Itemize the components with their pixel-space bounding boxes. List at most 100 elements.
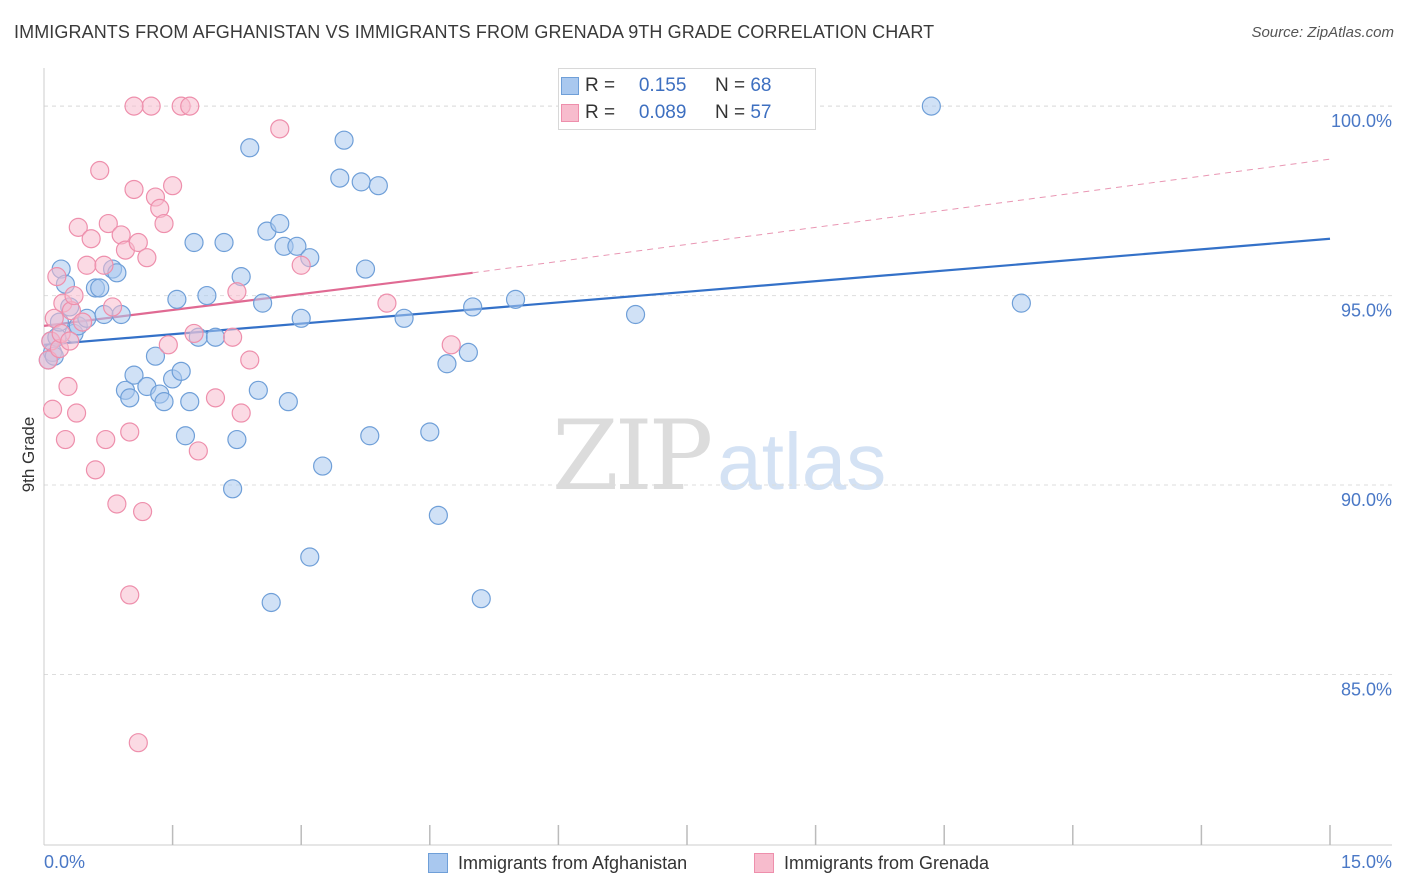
- legend-n-label: N =: [714, 75, 746, 96]
- data-point-afghanistan: [120, 388, 140, 408]
- y-tick-label: 90.0%: [1341, 490, 1392, 510]
- data-point-grenada: [42, 399, 63, 419]
- data-point-afghanistan: [330, 168, 350, 188]
- data-point-grenada: [120, 422, 140, 442]
- data-point-afghanistan: [428, 505, 448, 525]
- data-point-afghanistan: [505, 289, 526, 309]
- data-point-afghanistan: [1011, 293, 1031, 313]
- y-tick-label: 100.0%: [1331, 111, 1392, 131]
- data-point-grenada: [66, 403, 87, 423]
- data-point-grenada: [120, 585, 140, 605]
- legend-n-value: 68: [750, 75, 772, 96]
- data-point-afghanistan: [261, 592, 281, 613]
- data-point-grenada: [77, 255, 97, 275]
- data-point-afghanistan: [458, 342, 478, 363]
- data-point-afghanistan: [90, 278, 110, 298]
- data-point-afghanistan: [240, 138, 260, 158]
- data-point-afghanistan: [394, 308, 414, 328]
- data-point-afghanistan: [291, 308, 311, 328]
- data-point-afghanistan: [471, 589, 491, 609]
- legend-item-afghanistan[interactable]: Immigrants from Afghanistan: [428, 853, 687, 874]
- data-point-afghanistan: [278, 392, 298, 412]
- legend-swatch-afghanistan: [428, 853, 448, 873]
- data-point-grenada: [96, 429, 116, 450]
- legend-row-afghanistan: R = 0.155 N = 68: [561, 75, 772, 97]
- data-point-afghanistan: [248, 380, 268, 400]
- data-point-grenada: [107, 494, 127, 514]
- data-point-afghanistan: [223, 479, 243, 499]
- data-point-afghanistan: [175, 426, 196, 446]
- data-point-grenada: [98, 213, 118, 234]
- watermark-atlas: atlas: [717, 417, 887, 506]
- legend-label-grenada: Immigrants from Grenada: [784, 853, 990, 873]
- data-point-afghanistan: [360, 426, 380, 446]
- data-point-grenada: [64, 285, 84, 306]
- data-point-afghanistan: [205, 327, 226, 347]
- data-point-grenada: [291, 255, 311, 275]
- data-point-afghanistan: [355, 259, 376, 279]
- legend-n-label: N =: [714, 102, 746, 123]
- data-point-grenada: [68, 217, 88, 237]
- legend-n-value: 57: [750, 102, 772, 123]
- data-point-afghanistan: [227, 429, 247, 450]
- stats-legend: R = 0.155 N = 68 R = 0.089 N = 57: [558, 68, 816, 130]
- data-point-grenada: [55, 429, 76, 450]
- data-point-grenada: [60, 331, 80, 351]
- data-point-afghanistan: [368, 176, 388, 196]
- data-point-afghanistan: [171, 361, 191, 381]
- trend-line-afghanistan: [43, 237, 1331, 346]
- data-point-afghanistan: [463, 297, 483, 317]
- data-point-grenada: [163, 176, 183, 196]
- data-point-grenada: [47, 267, 67, 287]
- data-point-grenada: [223, 327, 243, 347]
- points-layer: [38, 96, 1031, 753]
- legend-r-value: 0.089: [638, 102, 687, 123]
- trend-layer: [43, 158, 1331, 346]
- data-point-grenada: [85, 460, 106, 480]
- data-point-grenada: [102, 297, 123, 317]
- data-point-grenada: [184, 323, 204, 344]
- y-axis-label: 9th Grade: [19, 417, 38, 493]
- data-point-afghanistan: [154, 392, 174, 412]
- data-point-grenada: [231, 403, 251, 423]
- data-point-afghanistan: [625, 304, 646, 325]
- legend-swatch-afghanistan: [561, 77, 579, 95]
- data-point-grenada: [141, 96, 161, 116]
- data-point-grenada: [240, 350, 260, 370]
- data-point-grenada: [188, 441, 208, 461]
- chart-title: IMMIGRANTS FROM AFGHANISTAN VS IMMIGRANT…: [14, 22, 935, 42]
- data-point-afghanistan: [270, 213, 290, 234]
- data-point-afghanistan: [300, 547, 320, 567]
- data-point-grenada: [158, 335, 178, 355]
- data-point-afghanistan: [313, 456, 333, 476]
- data-point-grenada: [377, 293, 397, 313]
- data-point-grenada: [137, 248, 157, 268]
- data-point-afghanistan: [253, 293, 273, 313]
- data-point-afghanistan: [921, 96, 941, 116]
- data-point-afghanistan: [214, 232, 234, 253]
- data-point-afghanistan: [437, 354, 457, 374]
- data-point-afghanistan: [184, 232, 204, 253]
- label-layer: 85.0% 90.0% 95.0% 100.0% 0.0% 15.0% 9th Grade: [19, 111, 1392, 872]
- data-point-grenada: [94, 255, 114, 275]
- watermark: ZIP atlas: [552, 400, 886, 512]
- data-point-afghanistan: [180, 392, 200, 412]
- legend-r-label: R =: [585, 102, 616, 123]
- axis-layer: [43, 68, 1392, 846]
- legend-swatch-grenada: [754, 853, 774, 873]
- data-point-afghanistan: [420, 422, 440, 442]
- data-point-grenada: [58, 376, 78, 397]
- data-point-grenada: [205, 388, 226, 408]
- data-point-afghanistan: [124, 365, 144, 385]
- data-point-afghanistan: [334, 130, 354, 150]
- data-point-grenada: [90, 160, 110, 181]
- source-label: Source: ZipAtlas.com: [1251, 24, 1394, 41]
- watermark-zip: ZIP: [552, 400, 713, 512]
- legend-item-grenada[interactable]: Immigrants from Grenada: [754, 853, 990, 874]
- trend-extension-grenada: [472, 158, 1331, 274]
- data-point-grenada: [124, 179, 144, 200]
- data-point-grenada: [270, 119, 290, 139]
- x-tick-label: 0.0%: [44, 852, 85, 872]
- data-point-afghanistan: [145, 346, 166, 366]
- legend-row-grenada: R = 0.089 N = 57: [561, 102, 772, 124]
